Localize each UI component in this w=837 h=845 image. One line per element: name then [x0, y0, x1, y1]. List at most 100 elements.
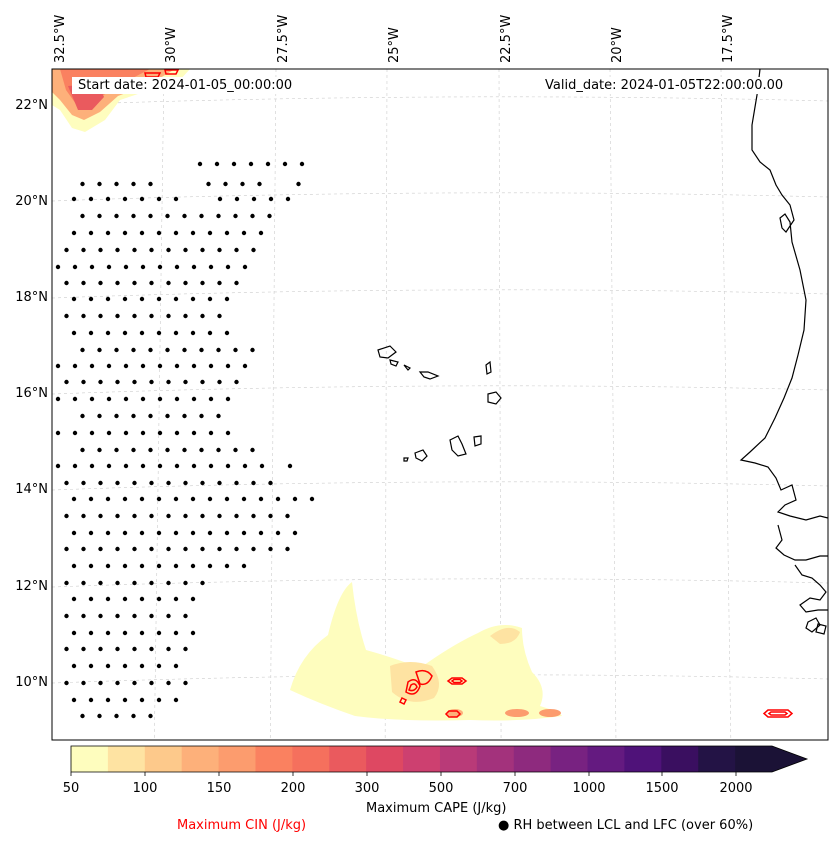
rh-marker-icon: ●: [498, 818, 510, 833]
rh-stipple-dot: [97, 413, 102, 419]
rh-stipple-dot: [72, 264, 78, 270]
rh-stipple-dot: [81, 513, 86, 519]
rh-stipple-dot: [123, 463, 129, 469]
rh-stipple-dot: [174, 430, 180, 436]
cbar-tick-100: 100: [132, 781, 158, 796]
rh-stipple-dot: [285, 196, 291, 202]
colorbar-segment: [403, 746, 441, 772]
rh-stipple-dot: [81, 680, 86, 686]
rh-stipple-dot: [240, 181, 245, 187]
rh-stipple-dot: [114, 413, 119, 419]
cbar-tick-200: 200: [280, 781, 306, 796]
rh-stipple-dot: [114, 213, 119, 219]
rh-stipple-dot: [190, 496, 196, 502]
rh-stipple-dot: [149, 513, 154, 519]
rh-stipple-dot: [123, 396, 129, 402]
parallel-line: [52, 96, 828, 106]
rh-stipple-dot: [106, 264, 112, 270]
parallel-line: [52, 192, 828, 202]
rh-stipple-dot: [191, 463, 197, 469]
rh-stipple-dot: [157, 396, 163, 402]
rh-stipple-dot: [88, 630, 94, 636]
rh-stipple-dot: [149, 480, 154, 486]
colorbar-segment: [661, 746, 699, 772]
rh-stipple-dot: [173, 296, 179, 302]
colorbar-outline: [70, 745, 809, 773]
rh-stipple-dot: [106, 363, 112, 369]
colorbar-segment: [329, 746, 367, 772]
rh-stipple-dot: [206, 181, 211, 187]
rh-stipple-dot: [190, 596, 196, 602]
rh-stipple-dot: [106, 463, 112, 469]
cin-legend-label: Maximum CIN (J/kg): [177, 818, 307, 833]
rh-stipple-dot: [81, 580, 86, 586]
rh-stipple-dot: [98, 546, 103, 552]
rh-stipple-dot: [115, 379, 120, 385]
rh-stipple-dot: [183, 580, 188, 586]
rh-stipple-dot: [106, 430, 112, 436]
rh-stipple-dot: [64, 480, 69, 486]
rh-stipple-dot: [309, 496, 315, 502]
coastline: [794, 564, 828, 613]
rh-stipple-dot: [98, 513, 103, 519]
rh-stipple-dot: [115, 580, 120, 586]
rh-stipple-dot: [258, 530, 264, 536]
rh-stipple-dot: [98, 379, 103, 385]
colorbar-segment: [513, 746, 552, 772]
rh-stipple-dot: [88, 296, 94, 302]
lat-label-12n: 12°N: [15, 579, 48, 594]
rh-stipple-dot: [173, 563, 179, 569]
colorbar-segment: [550, 746, 589, 772]
rh-stipple-dot: [71, 196, 77, 202]
rh-stipple-dot: [122, 697, 128, 703]
rh-stipple-dot: [89, 363, 95, 369]
cbar-tick-500: 500: [428, 781, 454, 796]
rh-stipple-dot: [149, 313, 154, 319]
rh-stipple-dot: [200, 280, 205, 286]
coastline: [815, 623, 827, 635]
cape-area: [490, 627, 520, 644]
rh-stipple-dot: [275, 530, 281, 536]
coastlines: [377, 69, 828, 635]
rh-stipple-dot: [183, 247, 188, 253]
rh-stipple-dot: [114, 181, 119, 187]
rh-stipple-dot: [80, 413, 85, 419]
lat-label-10n: 10°N: [15, 675, 48, 690]
rh-stipple-dot: [131, 347, 136, 353]
rh-stipple-dot: [71, 530, 77, 536]
rh-stipple-dot: [225, 430, 231, 436]
rh-stipple-dot: [241, 563, 247, 569]
rh-stipple-dot: [148, 213, 153, 219]
rh-stipple-dot: [114, 447, 119, 453]
rh-stipple-dot: [200, 580, 205, 586]
rh-stipple-dot: [148, 413, 153, 419]
rh-stipple-dot: [165, 213, 170, 219]
rh-stipple-dot: [166, 480, 171, 486]
rh-stipple-dot: [173, 196, 179, 202]
meridian-line: [154, 69, 165, 740]
rh-stipple-dot: [199, 413, 204, 419]
rh-stipple-dot: [149, 247, 154, 253]
rh-stipple-dot: [132, 379, 137, 385]
rh-stipple-dot: [250, 347, 255, 353]
rh-stipple-dot: [242, 363, 248, 369]
colorbar-segment: [366, 746, 404, 772]
rh-stipple-dot: [165, 347, 170, 353]
rh-stipple-dot: [251, 196, 257, 202]
rh-stipple-dot: [242, 264, 248, 270]
rh-stipple-dot: [98, 247, 103, 253]
rh-stipple-dot: [98, 613, 103, 619]
rh-stipple-dot: [174, 363, 180, 369]
cbar-tick-50: 50: [62, 781, 80, 796]
rh-stipple-dot: [250, 213, 255, 219]
rh-stipple-dot: [97, 347, 102, 353]
meridian-line: [384, 69, 388, 740]
rh-stipple-dot: [166, 280, 171, 286]
rh-stipple-dot: [223, 181, 228, 187]
rh-stipple-dot: [123, 264, 129, 270]
rh-stipple-dot: [115, 646, 120, 652]
rh-stipple-dot: [165, 447, 170, 453]
rh-stipple-dot: [242, 463, 248, 469]
rh-stipple-dot: [259, 463, 265, 469]
